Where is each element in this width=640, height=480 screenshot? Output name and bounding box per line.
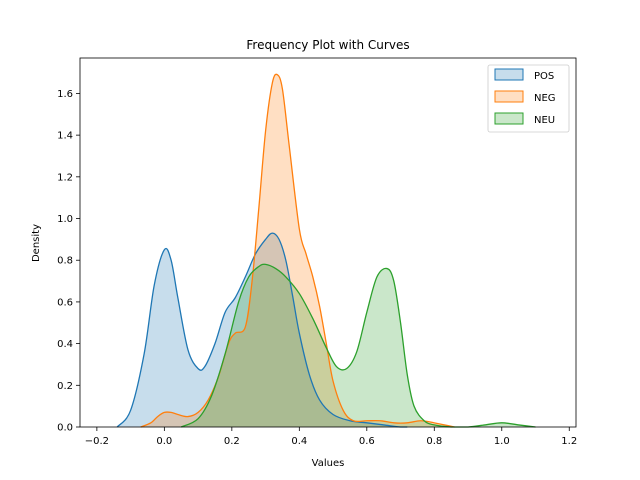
y-tick-label: 0.0 [57,423,73,434]
chart-title: Frequency Plot with Curves [246,38,409,52]
x-axis: −0.2 0.0 0.2 0.4 0.6 0.8 1.0 1.2 [85,427,577,447]
legend-label-neu: NEU [534,115,555,126]
y-tick-label: 0.4 [57,339,73,350]
plot-area [116,73,536,428]
y-tick-label: 0.6 [57,297,73,308]
legend-label-pos: POS [534,71,554,82]
x-tick-label: 1.0 [494,436,510,447]
x-tick-label: 0.0 [156,436,172,447]
line-neg [140,73,455,428]
y-tick-label: 1.4 [57,131,73,142]
x-tick-label: 0.6 [359,436,375,447]
x-tick-label: 0.2 [224,436,240,447]
y-axis-label: Density [31,224,42,262]
y-tick-label: 1.2 [57,172,73,183]
y-tick-label: 0.2 [57,381,73,392]
legend-label-neg: NEG [534,93,556,104]
legend-swatch-neu [494,112,524,125]
y-tick-label: 1.6 [57,89,73,100]
x-tick-label: 0.8 [426,436,442,447]
x-tick-label: −0.2 [85,436,109,447]
y-axis: 0.0 0.2 0.4 0.6 0.8 1.0 1.2 1.4 1.6 [57,89,80,434]
legend-swatch-neg [494,90,524,103]
legend: POS NEG NEU [487,64,570,133]
x-tick-label: 1.2 [561,436,577,447]
x-tick-label: 0.4 [291,436,307,447]
y-tick-label: 0.8 [57,256,73,267]
area-pos [117,233,408,427]
y-tick-label: 1.0 [57,214,73,225]
x-axis-label: Values [312,458,345,469]
legend-frame [487,64,570,133]
legend-swatch-pos [494,68,524,81]
area-neg [140,74,455,427]
axes-frame [79,57,577,428]
series-areas [117,74,536,427]
line-pos [116,232,408,428]
area-neu [181,264,536,427]
